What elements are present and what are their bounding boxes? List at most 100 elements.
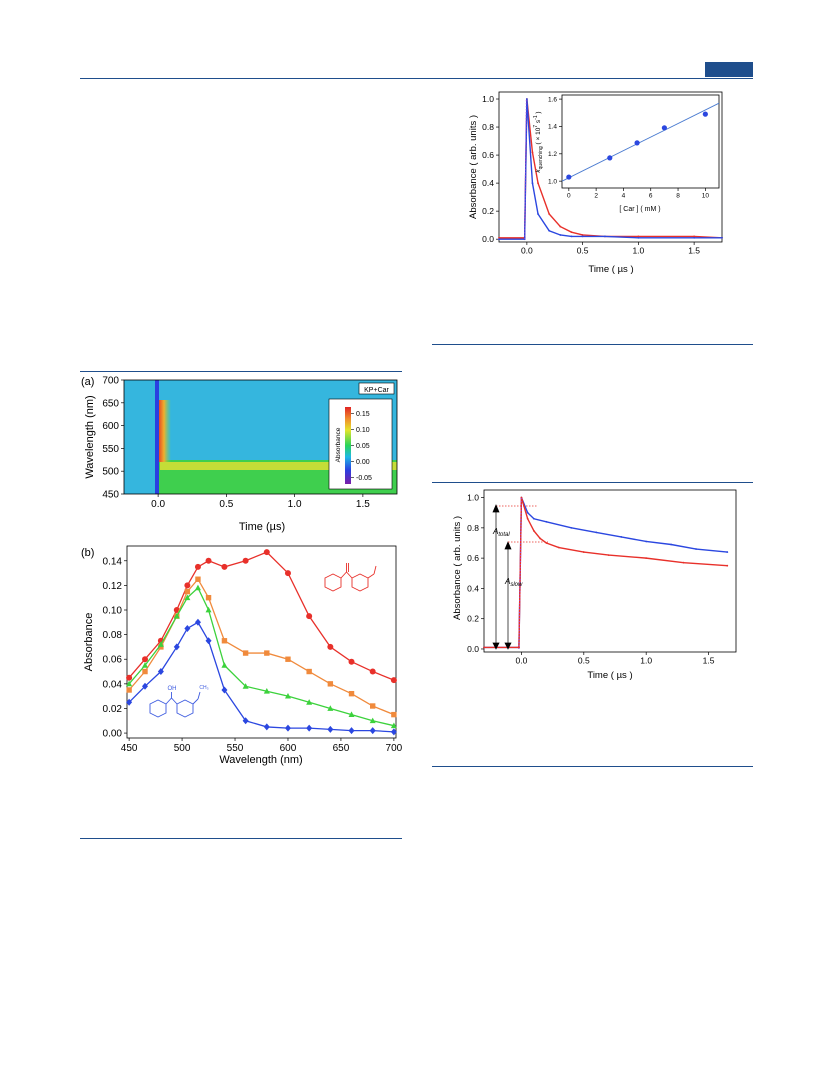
colorbar-panel	[328, 398, 393, 490]
figure-rule-right-2	[432, 482, 753, 483]
spectrum-point	[327, 705, 334, 711]
y-tick-label: 1.4	[548, 124, 557, 131]
hydroxyl-label: OH	[168, 686, 177, 692]
decay-point	[695, 548, 697, 550]
x-tick-label: 1.5	[688, 246, 700, 256]
spectrum-point	[369, 727, 376, 735]
y-tick-label: 700	[102, 376, 119, 387]
series-point	[498, 236, 500, 239]
spectrum-point	[306, 699, 313, 705]
spectrum-point	[221, 638, 228, 644]
x-tick-label: 650	[333, 743, 350, 754]
spectrum-point	[194, 584, 201, 591]
series-point	[693, 235, 696, 238]
spectrum-point	[370, 703, 376, 709]
decay-point	[545, 520, 548, 523]
spectrum-point	[348, 658, 355, 665]
spectrum-point	[327, 725, 334, 733]
spectrum-point	[264, 650, 270, 656]
y-tick-label: 0.2	[482, 206, 494, 216]
y-tick-label: 0.12	[103, 581, 123, 592]
decay-point	[595, 531, 598, 534]
spectrum-point	[126, 674, 133, 681]
x-tick-label: 1.0	[640, 656, 652, 666]
inset-point	[634, 140, 640, 146]
y-axis-label: Absorbance ( arb. units )	[468, 115, 479, 219]
spectrum-point	[221, 686, 228, 694]
legend-box	[358, 382, 395, 395]
header-rule	[80, 78, 753, 79]
series-point	[581, 234, 584, 236]
x-tick-label: 0.5	[219, 499, 233, 510]
y-tick-label: 0.02	[103, 704, 123, 715]
decay-point	[545, 542, 548, 544]
plot-frame	[126, 545, 397, 739]
x-tick-label: 500	[174, 743, 191, 754]
inset-x-label: [ Car ] ( mM )	[619, 206, 660, 213]
spectrum-point	[284, 724, 291, 732]
x-tick-label: 1.5	[703, 656, 715, 666]
series-point	[604, 235, 606, 238]
decay-point	[607, 554, 610, 557]
y-tick-label: 1.0	[482, 94, 494, 104]
inset-point	[661, 125, 667, 131]
spectrum-line-2	[128, 586, 395, 727]
panel-label-b: (b)	[81, 547, 94, 559]
y-tick-label: 0.06	[103, 655, 123, 666]
spectrum-point	[205, 594, 212, 601]
y-tick-label: 0.0	[467, 644, 479, 654]
spectrum-point	[221, 662, 228, 668]
figure-rule-right-1	[432, 344, 753, 345]
series-point	[581, 235, 584, 238]
x-tick-label: 0.0	[516, 656, 528, 666]
decay-point	[570, 526, 573, 529]
spectrum-point	[142, 682, 149, 690]
spectrum-point	[348, 711, 355, 718]
x-tick-label: 0.5	[578, 656, 590, 666]
series-point	[559, 234, 562, 236]
y-tick-label: 0.00	[103, 729, 123, 740]
y-tick-label: 0.6	[467, 553, 479, 563]
spectrum-point	[390, 728, 397, 736]
spectrum-point	[369, 668, 376, 675]
spectrum-point	[242, 717, 249, 725]
spectrum-point	[242, 683, 249, 689]
colorbar	[345, 407, 351, 484]
y-tick-label: 1.6	[548, 96, 557, 103]
series-point	[525, 98, 528, 100]
x-axis-label: Time ( µs )	[587, 670, 632, 681]
spectrum-point	[263, 723, 270, 731]
y-tick-label: 0.04	[103, 679, 123, 690]
y-tick-label: 0.10	[103, 606, 123, 617]
figure-rule-right-3	[432, 766, 753, 767]
series-point	[531, 182, 534, 185]
decay-point	[726, 564, 729, 567]
series-point	[559, 225, 562, 228]
spectrum-point	[390, 677, 397, 684]
decay-point	[483, 646, 485, 649]
heatmap-spot	[157, 400, 171, 462]
spectrum-point	[242, 650, 249, 656]
series-point	[693, 236, 696, 239]
x-tick-label: 1.0	[632, 246, 644, 256]
inset-point	[702, 111, 708, 117]
x-axis-label: Time (µs)	[239, 521, 285, 533]
x-tick-label: 550	[227, 743, 244, 754]
series-point	[537, 182, 539, 185]
spectrum-point	[142, 668, 148, 675]
heatmap-peak-band	[160, 462, 397, 470]
spectrum-point	[242, 557, 249, 564]
decay-point	[557, 546, 560, 549]
y-tick-label: 550	[102, 444, 119, 455]
series-point	[570, 235, 573, 238]
spectrum-point	[306, 668, 312, 675]
spectrum-point	[391, 711, 397, 718]
y-tick-label: 0.4	[482, 178, 494, 188]
x-tick-label: 0.5	[577, 246, 589, 256]
spectrum-point	[184, 588, 191, 595]
spectrum-point	[194, 563, 201, 570]
y-tick-label: 600	[102, 421, 119, 432]
y-tick-label: 0.2	[467, 614, 479, 624]
